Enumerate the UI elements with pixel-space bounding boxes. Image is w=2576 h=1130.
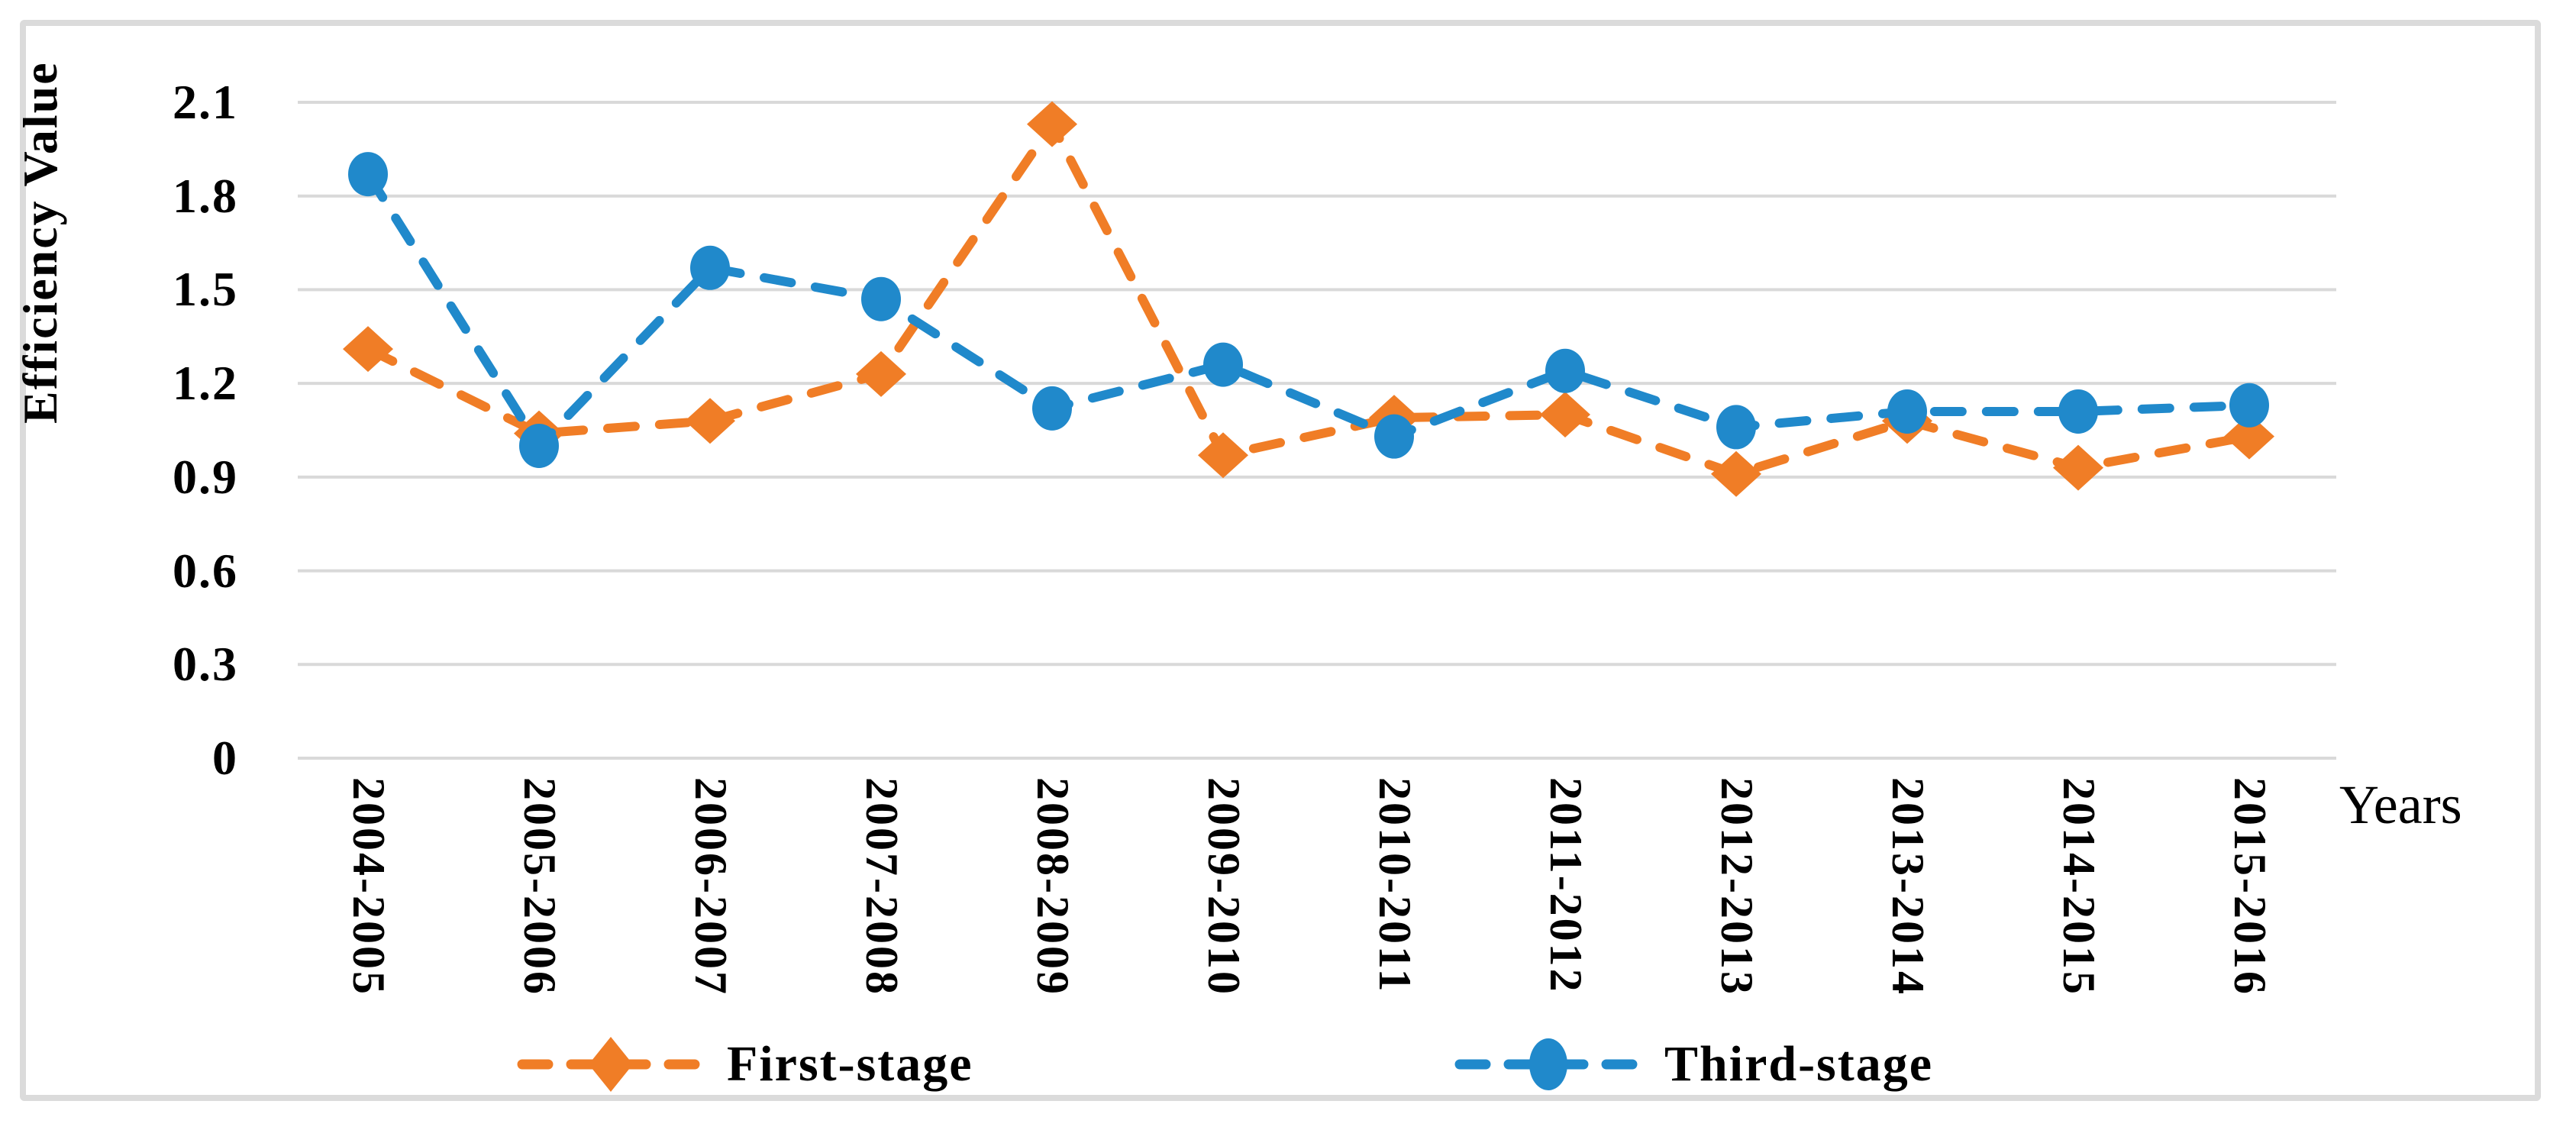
x-axis-label: 2012-2013 bbox=[1712, 777, 1762, 996]
first-stage-line bbox=[363, 119, 2254, 479]
third-stage-marker bbox=[1032, 386, 1072, 431]
legend-item-first-stage: First-stage bbox=[516, 1029, 973, 1099]
chart-border-frame bbox=[20, 20, 2541, 1101]
legend-item-third-stage: Third-stage bbox=[1454, 1029, 1933, 1099]
legend-label-first-stage: First-stage bbox=[727, 1036, 973, 1092]
y-tick-label: 1.8 bbox=[173, 168, 238, 223]
x-axis-label: 2007-2008 bbox=[857, 777, 907, 996]
third-stage-marker bbox=[690, 245, 730, 290]
first-stage-marker bbox=[343, 326, 393, 373]
third-stage-marker bbox=[1716, 405, 1756, 450]
x-axis-label: 2011-2012 bbox=[1541, 777, 1591, 994]
x-axis-title: Years bbox=[2339, 774, 2462, 835]
y-tick-label: 0 bbox=[212, 731, 238, 785]
first-stage-marker bbox=[1540, 392, 1590, 438]
y-tick-label: 0.9 bbox=[173, 449, 238, 504]
first-stage-marker bbox=[2053, 444, 2103, 491]
first-stage-marker bbox=[856, 350, 906, 397]
first-stage-marker bbox=[2224, 413, 2274, 460]
third-stage-legend-circle bbox=[1529, 1038, 1567, 1090]
x-axis-label: 2014-2015 bbox=[2054, 777, 2104, 996]
y-tick-label: 0.6 bbox=[173, 543, 238, 598]
third-stage-legend-marker bbox=[1454, 1038, 1642, 1090]
x-axis-label: 2015-2016 bbox=[2225, 777, 2275, 996]
y-tick-label: 2.1 bbox=[173, 74, 238, 129]
legend-label-third-stage: Third-stage bbox=[1664, 1036, 1933, 1092]
first-stage-marker bbox=[685, 398, 735, 444]
third-stage-marker bbox=[861, 276, 901, 321]
first-stage-marker bbox=[1198, 432, 1248, 479]
first-stage-legend-diamond bbox=[589, 1037, 633, 1092]
third-stage-marker bbox=[1203, 342, 1243, 387]
x-axis-label: 2005-2006 bbox=[515, 777, 565, 996]
first-stage-legend-marker bbox=[517, 1037, 705, 1092]
x-axis-label: 2008-2009 bbox=[1028, 777, 1078, 996]
third-stage-marker bbox=[348, 152, 388, 197]
x-axis-label: 2006-2007 bbox=[686, 777, 736, 996]
third-stage-marker bbox=[2229, 383, 2269, 428]
y-tick-label: 0.3 bbox=[173, 637, 238, 692]
third-stage-marker bbox=[519, 423, 559, 468]
first-stage-marker bbox=[1711, 450, 1761, 497]
third-stage-line bbox=[363, 170, 2254, 450]
x-axis-label: 2004-2005 bbox=[344, 777, 394, 996]
y-tick-label: 1.2 bbox=[173, 356, 238, 411]
x-axis-label: 2010-2011 bbox=[1370, 777, 1420, 994]
third-stage-marker bbox=[1887, 389, 1927, 434]
x-axis-label: 2013-2014 bbox=[1883, 777, 1933, 996]
first-stage-marker bbox=[1027, 101, 1077, 147]
third-stage-marker bbox=[1545, 348, 1585, 393]
third-stage-marker bbox=[2058, 389, 2098, 434]
x-axis-label: 2009-2010 bbox=[1199, 777, 1249, 996]
y-tick-label: 1.5 bbox=[173, 262, 238, 317]
third-stage-marker bbox=[1374, 414, 1414, 459]
